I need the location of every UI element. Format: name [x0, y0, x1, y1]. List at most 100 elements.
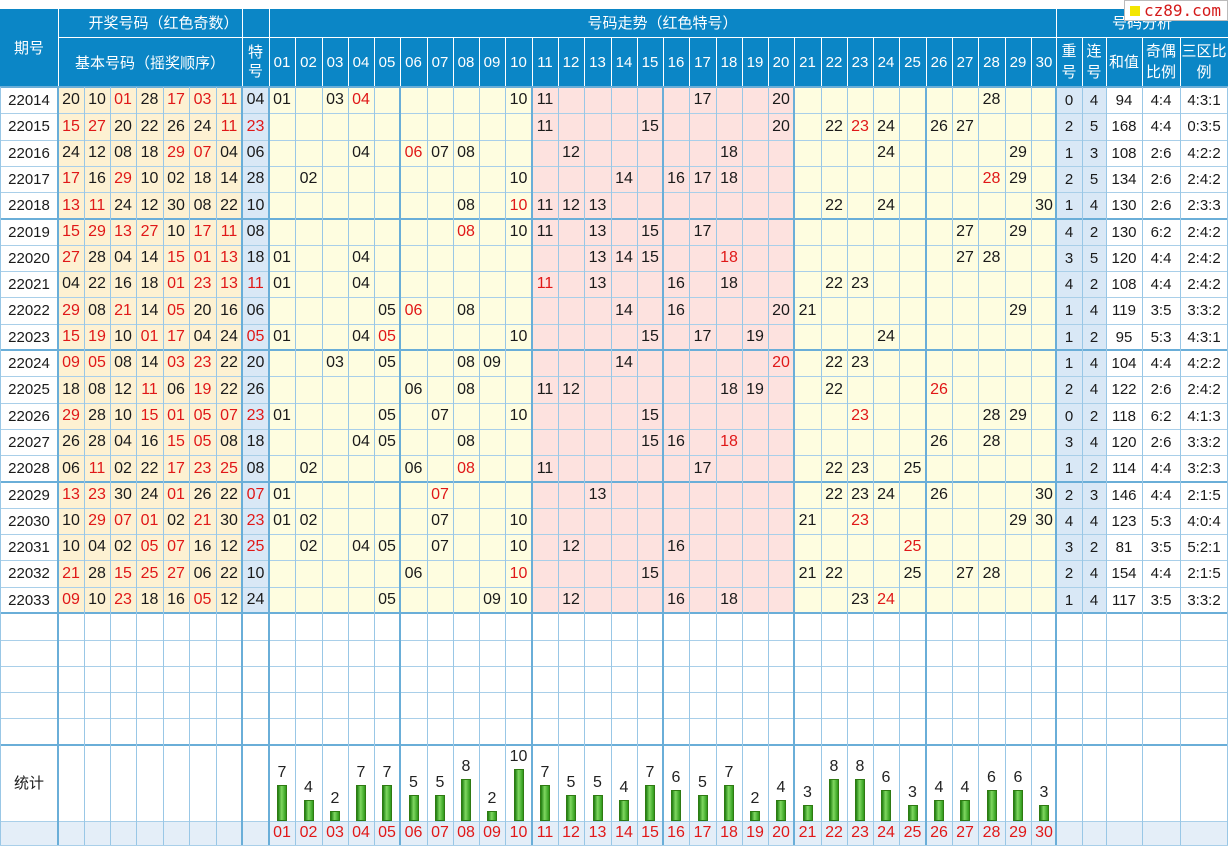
grid-line: [0, 429, 1228, 430]
trend-cell: [873, 560, 899, 587]
trend-cell: 04: [348, 324, 374, 350]
trend-cell: [505, 113, 532, 140]
trend-cell: [637, 587, 663, 613]
frequency-label-29: 6: [1013, 768, 1023, 786]
trend-cell: [637, 166, 663, 192]
trend-cell: 23: [847, 403, 873, 429]
special-number: 26: [242, 376, 269, 403]
analysis-value: 4:4: [1142, 271, 1180, 297]
basic-number: 21: [110, 297, 136, 324]
trend-cell: 20: [768, 297, 794, 324]
frequency-bar-28: [986, 789, 997, 821]
analysis-value: 3: [1082, 482, 1106, 508]
trend-cell: [348, 403, 374, 429]
trend-cell: [1031, 587, 1057, 613]
grid-line: [0, 376, 1228, 377]
grid-line: [58, 8, 59, 87]
analysis-value: 6:2: [1142, 219, 1180, 245]
trend-cell: 01: [269, 403, 295, 429]
basic-number: 03: [189, 87, 216, 113]
grid-line: [0, 271, 1228, 272]
trend-cell: 24: [873, 113, 899, 140]
trend-cell: [295, 245, 322, 271]
trend-cell: [322, 534, 348, 560]
basic-number: 13: [216, 245, 242, 271]
trend-cell: [400, 482, 427, 508]
grid-line: [716, 37, 717, 87]
analysis-value: 4:2:2: [1180, 140, 1228, 166]
analysis-value: 3:2:3: [1180, 455, 1228, 482]
trend-cell: [1031, 534, 1057, 560]
trend-cell: [532, 324, 558, 350]
trend-cell: [637, 192, 663, 219]
analysis-value: 3: [1082, 140, 1106, 166]
frequency-label-12: 5: [566, 774, 576, 791]
trend-cell: [978, 297, 1005, 324]
trend-col-18: 18: [716, 37, 742, 87]
empty-rows: [0, 613, 1228, 744]
grid-line: [242, 8, 243, 87]
trend-cell: [269, 534, 295, 560]
grid-line: [0, 166, 1228, 167]
grid-line: [637, 87, 638, 845]
frequency-category: 02: [299, 824, 318, 841]
analysis-value: 0: [1056, 403, 1082, 429]
trend-cell: 08: [453, 140, 479, 166]
grid-line: [1082, 37, 1083, 87]
trend-cell: [269, 219, 295, 245]
trend-cell: [768, 376, 794, 403]
trend-cell: 01: [269, 324, 295, 350]
basic-number: 16: [216, 297, 242, 324]
frequency-category: 07: [431, 824, 449, 841]
frequency-category: 16: [667, 824, 685, 841]
trend-cell: [348, 166, 374, 192]
basic-number: 18: [136, 587, 163, 613]
trend-cell: [899, 350, 926, 376]
issue-22026: 22026: [0, 403, 58, 429]
trend-cell: [611, 87, 637, 113]
trend-cell: [926, 350, 952, 376]
trend-cell: 12: [558, 376, 584, 403]
analysis-value: 5:2:1: [1180, 534, 1228, 560]
trend-cell: 07: [427, 508, 453, 534]
grid-line: [1005, 37, 1006, 87]
basic-number: 19: [84, 324, 110, 350]
issue-22032: 22032: [0, 560, 58, 587]
trend-cell: [663, 245, 689, 271]
trend-cell: [847, 219, 873, 245]
frequency-label-10: 10: [509, 748, 528, 765]
trend-cell: [742, 534, 768, 560]
frequency-label-26: 4: [934, 779, 944, 797]
trend-cell: [794, 324, 821, 350]
frequency-category: 17: [693, 824, 712, 841]
trend-cell: [611, 271, 637, 297]
trend-cell: 10: [505, 560, 532, 587]
special-number: 18: [242, 429, 269, 455]
trend-cell: 04: [348, 534, 374, 560]
trend-cell: [532, 350, 558, 376]
trend-cell: 08: [453, 192, 479, 219]
trend-cell: [873, 297, 899, 324]
grid-line: [1106, 37, 1107, 87]
trend-cell: [926, 140, 952, 166]
frequency-bar-30: [1039, 805, 1049, 821]
trend-cell: [978, 455, 1005, 482]
basic-number: 11: [216, 87, 242, 113]
trend-cell: [716, 482, 742, 508]
basic-number: 04: [110, 429, 136, 455]
trend-cell: [584, 587, 611, 613]
trend-cell: [453, 324, 479, 350]
frequency-label-27: 4: [960, 779, 970, 797]
trend-cell: [532, 560, 558, 587]
trend-cell: 22: [821, 482, 847, 508]
trend-cell: [505, 455, 532, 482]
trend-cell: [873, 271, 899, 297]
trend-col-12: 12: [558, 37, 584, 87]
trend-cell: [926, 534, 952, 560]
trend-cell: [794, 113, 821, 140]
basic-number: 14: [136, 350, 163, 376]
trend-cell: 20: [768, 113, 794, 140]
analysis-value: 2: [1082, 271, 1106, 297]
frequency-category: 15: [641, 824, 659, 841]
analysis-value: 1: [1056, 455, 1082, 482]
